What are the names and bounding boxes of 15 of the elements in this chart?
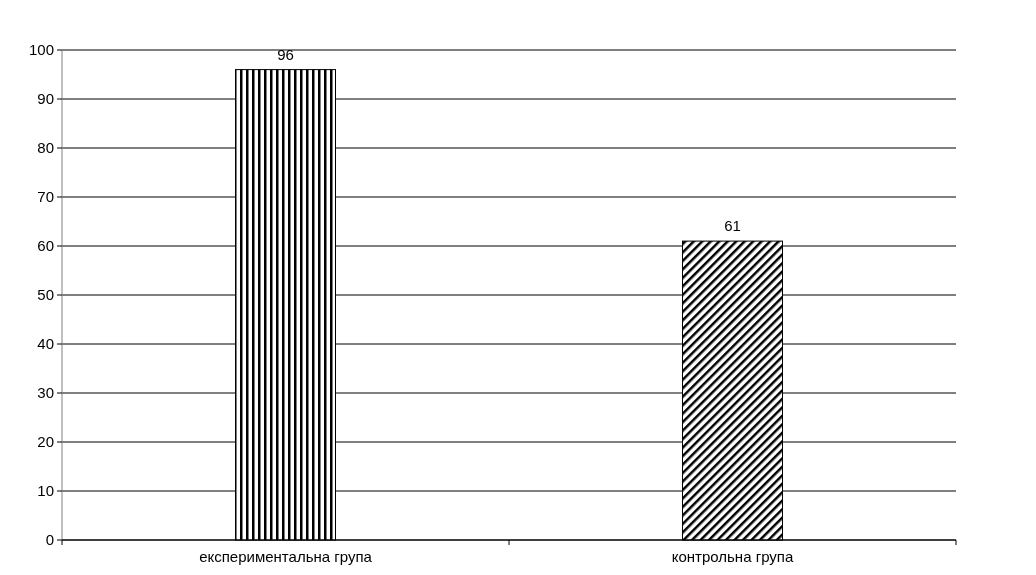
y-tick-label: 40 <box>37 335 54 353</box>
y-tick-label: 0 <box>45 531 54 549</box>
y-tick-label: 90 <box>37 90 54 108</box>
data-label: 96 <box>277 45 294 63</box>
y-tick-label: 50 <box>37 286 54 304</box>
x-tick-label: експериментальна група <box>199 548 373 565</box>
y-tick-label: 100 <box>28 41 54 59</box>
y-tick-label: 70 <box>37 188 54 206</box>
x-tick-label: контрольна група <box>671 548 794 565</box>
y-tick-label: 60 <box>37 237 54 255</box>
y-tick-label: 30 <box>37 384 54 402</box>
data-label: 61 <box>724 217 741 235</box>
y-tick-label: 10 <box>37 482 54 500</box>
y-tick-label: 80 <box>37 139 54 157</box>
y-tick-label: 20 <box>37 433 54 451</box>
